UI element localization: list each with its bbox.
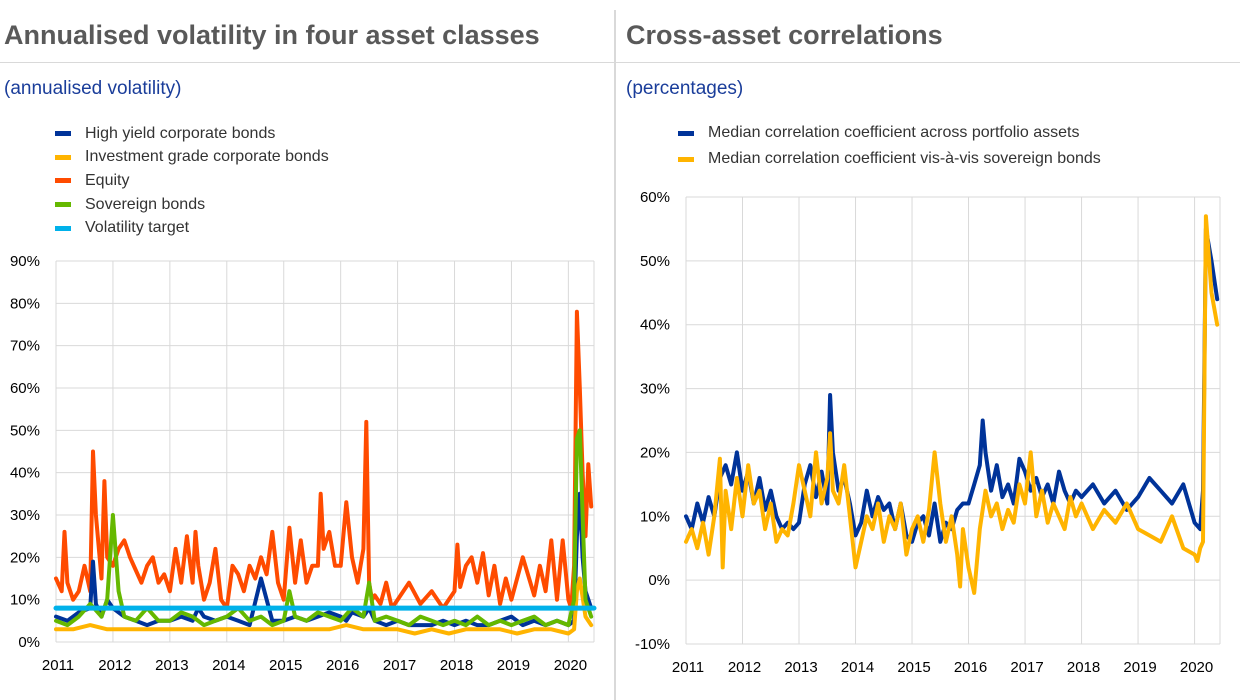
x-tick-label: 2020 [554, 657, 587, 674]
legend-label: Volatility target [85, 219, 190, 237]
legend-item-median-across: Median correlation coefficient across po… [678, 120, 1101, 146]
series-line-median-correlation-coefficient-across-portfolio-assets [684, 226, 1220, 544]
x-tick-label: 2019 [497, 657, 530, 674]
x-tick-label: 2017 [383, 657, 416, 674]
chart-legend: Median correlation coefficient across po… [678, 120, 1101, 172]
legend-label: Median correlation coefficient vis-à-vis… [708, 150, 1101, 167]
x-tick-label: 2011 [672, 659, 704, 676]
legend-label: Median correlation coefficient across po… [708, 124, 1080, 141]
y-tick-label: 60% [10, 380, 40, 397]
y-tick-label: 0% [648, 572, 670, 589]
chart-subtitle: (percentages) [626, 78, 744, 99]
x-tick-label: 2011 [42, 657, 74, 674]
legend-swatch-investment-grade [55, 154, 71, 160]
legend-swatch-equity [55, 178, 71, 184]
legend-item-sovereign: Sovereign bonds [55, 193, 329, 217]
y-tick-label: 40% [10, 465, 40, 482]
x-tick-label: 2018 [1067, 659, 1100, 676]
legend-item-volatility-target: Volatility target [55, 216, 329, 240]
y-tick-label: 50% [10, 422, 40, 439]
legend-swatch-volatility-target [55, 225, 71, 231]
legend-label: Sovereign bonds [85, 195, 206, 213]
y-tick-label: 20% [640, 444, 670, 461]
x-tick-label: 2016 [326, 657, 359, 674]
legend-swatch-high-yield [55, 131, 71, 137]
chart-title: Annualised volatility in four asset clas… [4, 20, 540, 50]
y-tick-label: 80% [10, 295, 40, 312]
legend-label: High yield corporate bonds [85, 124, 276, 142]
x-tick-label: 2020 [1180, 659, 1213, 676]
chart-subtitle: (annualised volatility) [4, 78, 182, 99]
panel-divider [614, 10, 616, 700]
gridlines [55, 260, 595, 643]
x-tick-label: 2017 [1010, 659, 1043, 676]
series-line-equity [54, 309, 594, 611]
y-tick-label: 30% [640, 381, 670, 398]
y-tick-label: 40% [640, 317, 670, 334]
y-tick-label: 10% [640, 508, 670, 525]
legend-item-high-yield: High yield corporate bonds [55, 122, 329, 146]
left-chart-panel: Annualised volatility in four asset clas… [0, 0, 614, 700]
y-tick-label: 50% [640, 253, 670, 270]
y-tick-label: 70% [10, 338, 40, 355]
title-divider [616, 62, 1240, 63]
x-tick-label: 2019 [1123, 659, 1156, 676]
legend-swatch-median-across [678, 130, 694, 136]
series-line-investment-grade-corporate-bonds [54, 576, 594, 636]
y-tick-label: 10% [10, 592, 40, 609]
y-tick-label: 60% [640, 189, 670, 206]
x-tick-label: 2013 [155, 657, 188, 674]
series-line-sovereign-bonds [54, 428, 594, 628]
y-tick-label: 90% [10, 253, 40, 270]
x-tick-label: 2012 [98, 657, 131, 674]
y-tick-label: 30% [10, 507, 40, 524]
x-tick-label: 2013 [784, 659, 817, 676]
legend-item-median-vs-sovereign: Median correlation coefficient vis-à-vis… [678, 146, 1101, 172]
chart-title: Cross-asset correlations [626, 20, 943, 50]
legend-item-equity: Equity [55, 169, 329, 193]
series-line-median-correlation-coefficient-vis-vis-sovereign-bonds [684, 214, 1220, 595]
y-tick-label: 20% [10, 549, 40, 566]
legend-swatch-sovereign [55, 202, 71, 208]
x-tick-label: 2015 [269, 657, 302, 674]
chart-legend: High yield corporate bonds Investment gr… [55, 122, 329, 240]
right-chart-panel: Cross-asset correlations (percentages) M… [616, 0, 1240, 700]
gridlines [685, 196, 1221, 645]
x-tick-label: 2014 [841, 659, 874, 676]
x-tick-label: 2014 [212, 657, 245, 674]
y-tick-label: 0% [18, 634, 40, 651]
legend-label: Equity [85, 171, 130, 189]
y-tick-label: -10% [635, 636, 670, 653]
correlation-chart: -10% 0% 10% 20% 30% 40% 50% 60% 2011 2012 2013 2014… [635, 189, 1221, 676]
x-tick-label: 2018 [440, 657, 473, 674]
legend-swatch-median-vs-sovereign [678, 156, 694, 162]
x-tick-label: 2015 [897, 659, 930, 676]
x-tick-label: 2016 [954, 659, 987, 676]
legend-item-investment-grade: Investment grade corporate bonds [55, 146, 329, 170]
x-tick-label: 2012 [728, 659, 761, 676]
legend-label: Investment grade corporate bonds [85, 148, 329, 166]
volatility-chart: 0% 10% 20% 30% 40% 50% 60% 70% 80% 90% 2011 2012 201… [10, 253, 597, 674]
title-divider [0, 62, 614, 63]
